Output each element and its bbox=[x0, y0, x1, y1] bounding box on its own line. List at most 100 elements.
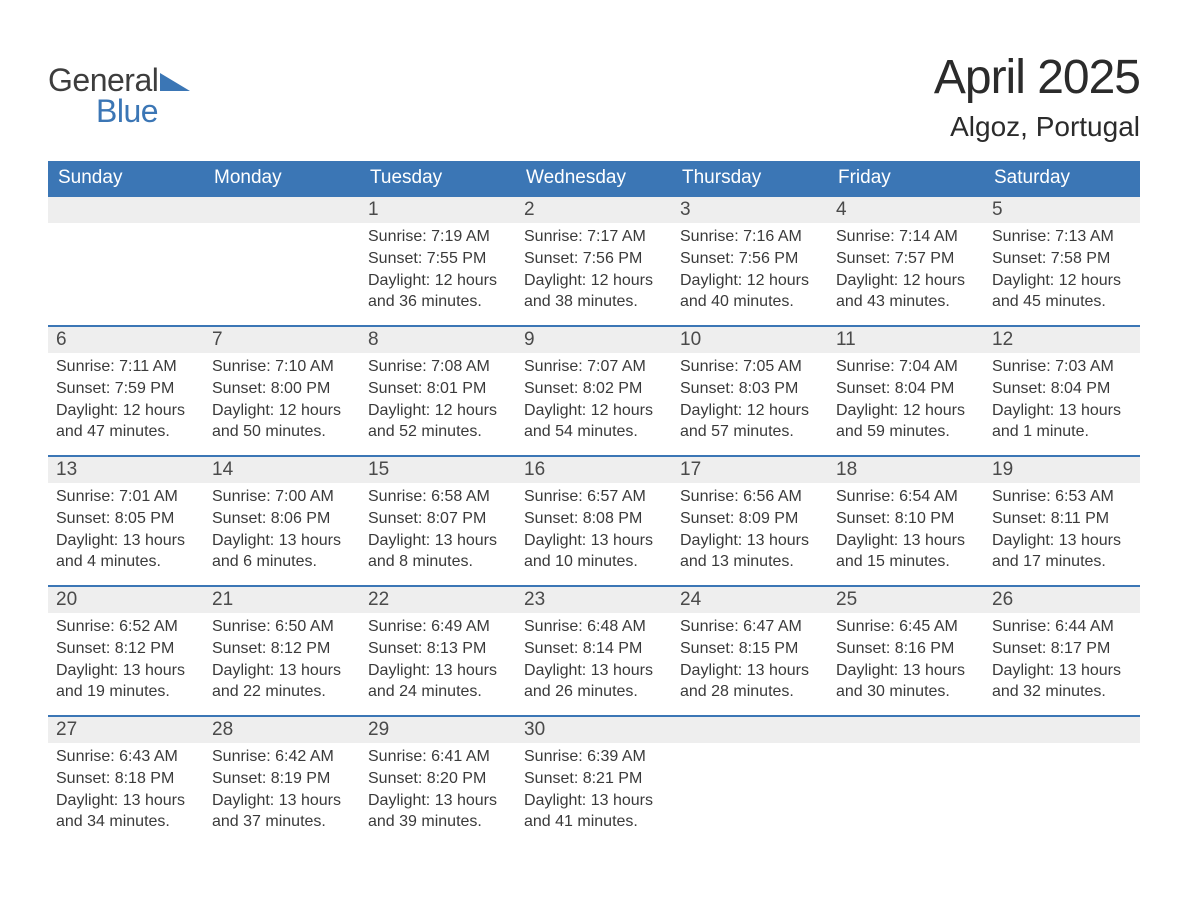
calendar-cell: 13 Sunrise: 7:01 AM Sunset: 8:05 PM Dayl… bbox=[48, 457, 204, 585]
daylight-line-2: and 1 minute. bbox=[992, 422, 1132, 443]
calendar-cell: 28 Sunrise: 6:42 AM Sunset: 8:19 PM Dayl… bbox=[204, 717, 360, 845]
daylight-line-2: and 59 minutes. bbox=[836, 422, 976, 443]
daylight-line-1: Daylight: 13 hours bbox=[368, 661, 508, 682]
sunset-line: Sunset: 8:06 PM bbox=[212, 509, 352, 530]
day-number: 26 bbox=[984, 587, 1140, 613]
calendar-cell: 29 Sunrise: 6:41 AM Sunset: 8:20 PM Dayl… bbox=[360, 717, 516, 845]
cell-body: Sunrise: 7:03 AM Sunset: 8:04 PM Dayligh… bbox=[984, 353, 1140, 452]
daylight-line-2: and 38 minutes. bbox=[524, 292, 664, 313]
calendar-cell: 7 Sunrise: 7:10 AM Sunset: 8:00 PM Dayli… bbox=[204, 327, 360, 455]
sunrise-line: Sunrise: 6:57 AM bbox=[524, 487, 664, 508]
day-number bbox=[48, 197, 204, 223]
sunset-line: Sunset: 7:59 PM bbox=[56, 379, 196, 400]
day-number: 30 bbox=[516, 717, 672, 743]
sunset-line: Sunset: 7:58 PM bbox=[992, 249, 1132, 270]
cell-body: Sunrise: 7:01 AM Sunset: 8:05 PM Dayligh… bbox=[48, 483, 204, 582]
daylight-line-1: Daylight: 13 hours bbox=[524, 531, 664, 552]
sunset-line: Sunset: 8:20 PM bbox=[368, 769, 508, 790]
calendar-cell: 23 Sunrise: 6:48 AM Sunset: 8:14 PM Dayl… bbox=[516, 587, 672, 715]
day-number: 15 bbox=[360, 457, 516, 483]
day-number bbox=[828, 717, 984, 743]
sunset-line: Sunset: 7:56 PM bbox=[680, 249, 820, 270]
daylight-line-1: Daylight: 13 hours bbox=[680, 531, 820, 552]
day-number: 10 bbox=[672, 327, 828, 353]
day-number bbox=[204, 197, 360, 223]
calendar-cell: 14 Sunrise: 7:00 AM Sunset: 8:06 PM Dayl… bbox=[204, 457, 360, 585]
cell-body: Sunrise: 7:04 AM Sunset: 8:04 PM Dayligh… bbox=[828, 353, 984, 452]
calendar-cell: 6 Sunrise: 7:11 AM Sunset: 7:59 PM Dayli… bbox=[48, 327, 204, 455]
month-title: April 2025 bbox=[934, 50, 1140, 105]
calendar-cell: 12 Sunrise: 7:03 AM Sunset: 8:04 PM Dayl… bbox=[984, 327, 1140, 455]
weekday-header: Sunday bbox=[48, 161, 204, 195]
sunrise-line: Sunrise: 6:44 AM bbox=[992, 617, 1132, 638]
calendar-cell: 26 Sunrise: 6:44 AM Sunset: 8:17 PM Dayl… bbox=[984, 587, 1140, 715]
sunrise-line: Sunrise: 6:49 AM bbox=[368, 617, 508, 638]
sunset-line: Sunset: 8:19 PM bbox=[212, 769, 352, 790]
sunset-line: Sunset: 8:17 PM bbox=[992, 639, 1132, 660]
daylight-line-1: Daylight: 13 hours bbox=[212, 661, 352, 682]
daylight-line-2: and 26 minutes. bbox=[524, 682, 664, 703]
cell-body bbox=[984, 743, 1140, 756]
calendar-cell: 4 Sunrise: 7:14 AM Sunset: 7:57 PM Dayli… bbox=[828, 197, 984, 325]
daylight-line-2: and 50 minutes. bbox=[212, 422, 352, 443]
sunrise-line: Sunrise: 7:04 AM bbox=[836, 357, 976, 378]
cell-body bbox=[204, 223, 360, 236]
cell-body: Sunrise: 6:58 AM Sunset: 8:07 PM Dayligh… bbox=[360, 483, 516, 582]
title-block: April 2025 Algoz, Portugal bbox=[934, 50, 1140, 143]
sunrise-line: Sunrise: 7:19 AM bbox=[368, 227, 508, 248]
daylight-line-2: and 28 minutes. bbox=[680, 682, 820, 703]
day-number: 17 bbox=[672, 457, 828, 483]
daylight-line-1: Daylight: 13 hours bbox=[56, 791, 196, 812]
daylight-line-1: Daylight: 13 hours bbox=[524, 661, 664, 682]
daylight-line-1: Daylight: 12 hours bbox=[680, 401, 820, 422]
calendar-week: 27 Sunrise: 6:43 AM Sunset: 8:18 PM Dayl… bbox=[48, 715, 1140, 845]
calendar-cell: 19 Sunrise: 6:53 AM Sunset: 8:11 PM Dayl… bbox=[984, 457, 1140, 585]
sunrise-line: Sunrise: 6:53 AM bbox=[992, 487, 1132, 508]
daylight-line-1: Daylight: 12 hours bbox=[368, 401, 508, 422]
sunset-line: Sunset: 8:12 PM bbox=[56, 639, 196, 660]
daylight-line-2: and 17 minutes. bbox=[992, 552, 1132, 573]
weekday-header: Friday bbox=[828, 161, 984, 195]
daylight-line-2: and 52 minutes. bbox=[368, 422, 508, 443]
day-number: 16 bbox=[516, 457, 672, 483]
cell-body: Sunrise: 6:42 AM Sunset: 8:19 PM Dayligh… bbox=[204, 743, 360, 842]
daylight-line-1: Daylight: 12 hours bbox=[524, 401, 664, 422]
day-number: 24 bbox=[672, 587, 828, 613]
calendar-cell: 8 Sunrise: 7:08 AM Sunset: 8:01 PM Dayli… bbox=[360, 327, 516, 455]
daylight-line-1: Daylight: 13 hours bbox=[836, 661, 976, 682]
cell-body: Sunrise: 6:39 AM Sunset: 8:21 PM Dayligh… bbox=[516, 743, 672, 842]
daylight-line-1: Daylight: 12 hours bbox=[368, 271, 508, 292]
day-number: 14 bbox=[204, 457, 360, 483]
calendar-week: 13 Sunrise: 7:01 AM Sunset: 8:05 PM Dayl… bbox=[48, 455, 1140, 585]
day-number: 19 bbox=[984, 457, 1140, 483]
sunset-line: Sunset: 8:05 PM bbox=[56, 509, 196, 530]
day-number: 25 bbox=[828, 587, 984, 613]
calendar-week: 6 Sunrise: 7:11 AM Sunset: 7:59 PM Dayli… bbox=[48, 325, 1140, 455]
day-number: 9 bbox=[516, 327, 672, 353]
day-number: 6 bbox=[48, 327, 204, 353]
sunset-line: Sunset: 8:07 PM bbox=[368, 509, 508, 530]
calendar-cell: 20 Sunrise: 6:52 AM Sunset: 8:12 PM Dayl… bbox=[48, 587, 204, 715]
daylight-line-2: and 8 minutes. bbox=[368, 552, 508, 573]
sunrise-line: Sunrise: 6:50 AM bbox=[212, 617, 352, 638]
cell-body: Sunrise: 6:48 AM Sunset: 8:14 PM Dayligh… bbox=[516, 613, 672, 712]
logo-word-blue: Blue bbox=[96, 93, 190, 130]
daylight-line-2: and 24 minutes. bbox=[368, 682, 508, 703]
daylight-line-1: Daylight: 12 hours bbox=[524, 271, 664, 292]
day-number: 22 bbox=[360, 587, 516, 613]
day-number: 3 bbox=[672, 197, 828, 223]
cell-body: Sunrise: 6:52 AM Sunset: 8:12 PM Dayligh… bbox=[48, 613, 204, 712]
daylight-line-1: Daylight: 12 hours bbox=[680, 271, 820, 292]
daylight-line-2: and 37 minutes. bbox=[212, 812, 352, 833]
sunset-line: Sunset: 8:21 PM bbox=[524, 769, 664, 790]
daylight-line-2: and 54 minutes. bbox=[524, 422, 664, 443]
sunset-line: Sunset: 8:15 PM bbox=[680, 639, 820, 660]
daylight-line-2: and 47 minutes. bbox=[56, 422, 196, 443]
weekday-header: Wednesday bbox=[516, 161, 672, 195]
daylight-line-1: Daylight: 13 hours bbox=[212, 791, 352, 812]
sunset-line: Sunset: 8:01 PM bbox=[368, 379, 508, 400]
cell-body: Sunrise: 6:54 AM Sunset: 8:10 PM Dayligh… bbox=[828, 483, 984, 582]
sunrise-line: Sunrise: 6:42 AM bbox=[212, 747, 352, 768]
daylight-line-2: and 15 minutes. bbox=[836, 552, 976, 573]
sunset-line: Sunset: 8:10 PM bbox=[836, 509, 976, 530]
